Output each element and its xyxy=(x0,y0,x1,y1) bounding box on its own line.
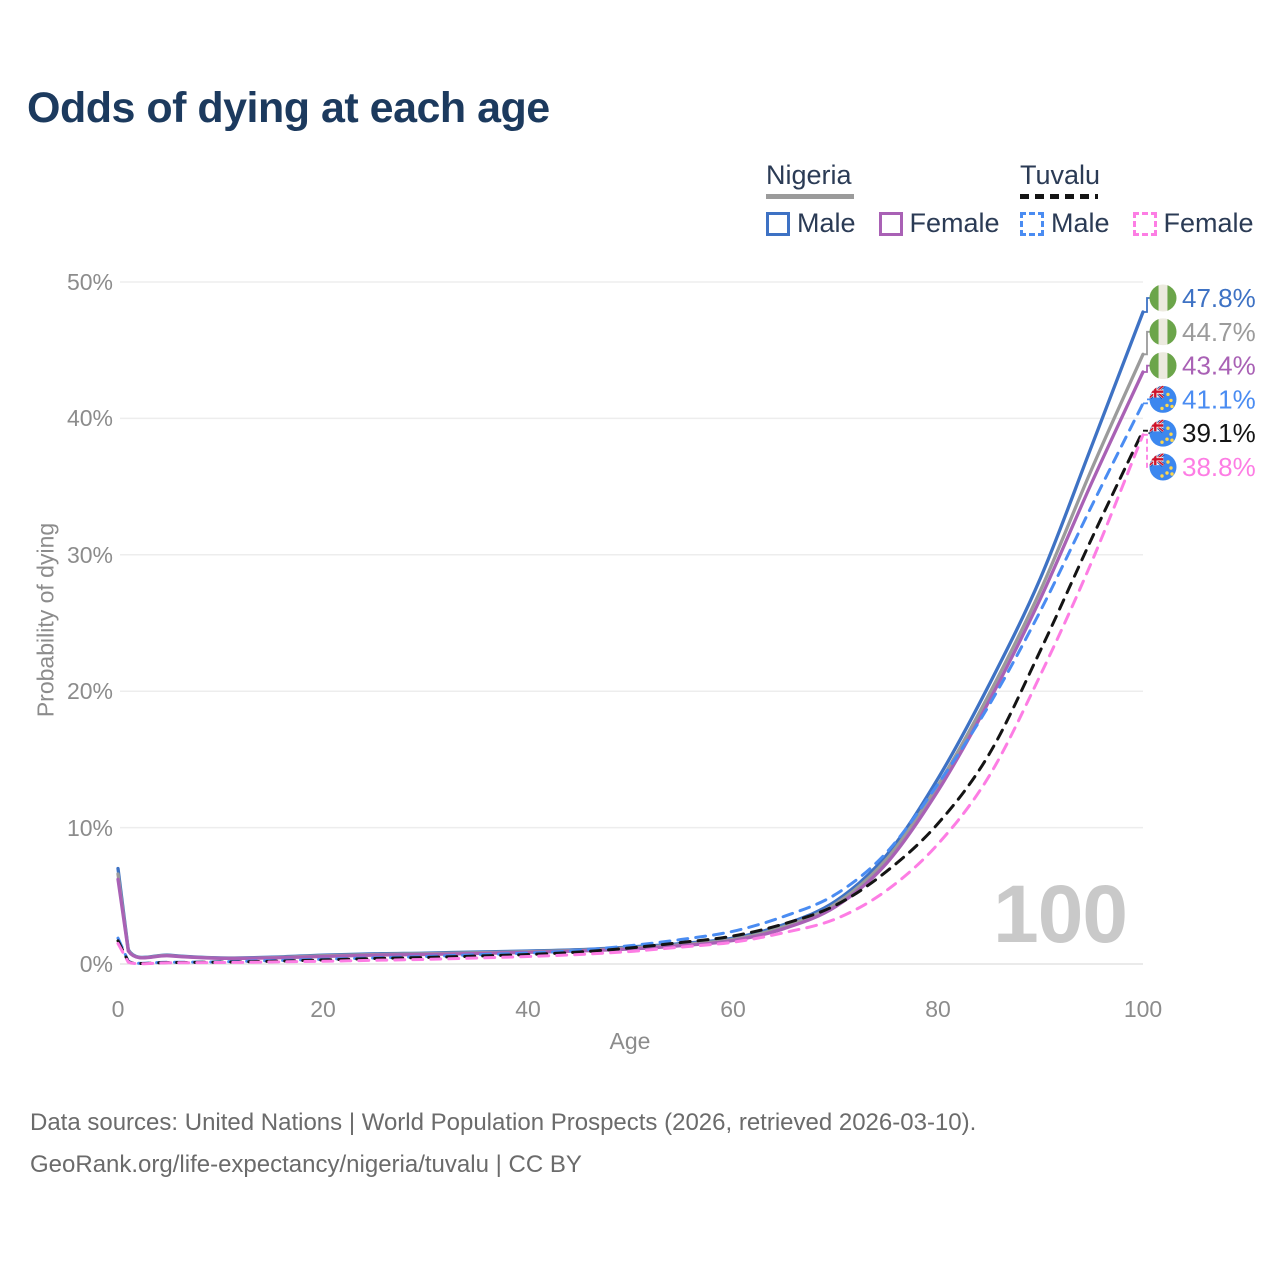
legend-label: Female xyxy=(909,208,1000,238)
legend-item-nigeria-female[interactable]: Female xyxy=(878,208,1000,239)
nigeria-flag-icon xyxy=(1149,284,1177,312)
tuvalu-flag-icon xyxy=(1149,385,1177,413)
end-value-label: 39.1% xyxy=(1182,418,1256,448)
legend-group-nigeria: Nigeria Male Female xyxy=(766,160,1000,239)
end-value-label: 38.8% xyxy=(1182,452,1256,482)
legend-header-tuvalu[interactable]: Tuvalu xyxy=(1020,160,1101,190)
tuvalu-flag-icon xyxy=(1149,453,1177,481)
y-tick-label: 50% xyxy=(66,269,113,295)
x-tick-label: 100 xyxy=(1123,996,1163,1022)
footer-attribution-link: GeoRank.org/life-expectancy/nigeria/tuva… xyxy=(30,1151,582,1178)
y-tick-label: 0% xyxy=(79,951,113,977)
series-line-tuvalu-female[interactable] xyxy=(116,433,1145,966)
series-line-tuvalu-male[interactable] xyxy=(116,401,1145,965)
hover-age-watermark: 100 xyxy=(993,869,1128,960)
legend-label: Male xyxy=(797,208,856,238)
x-tick-label: 40 xyxy=(515,996,541,1022)
footer-data-sources: Data sources: United Nations | World Pop… xyxy=(30,1109,977,1136)
y-tick-label: 20% xyxy=(66,678,113,705)
end-value-label: 44.7% xyxy=(1182,317,1256,347)
nigeria-flag-icon xyxy=(1149,318,1177,346)
end-value-label: 43.4% xyxy=(1182,351,1256,381)
tuvalu-line-swatch xyxy=(1020,194,1098,199)
legend-item-nigeria-male[interactable]: Male xyxy=(766,208,856,239)
series-line-nigeria-female[interactable] xyxy=(116,370,1145,961)
end-value-label: 41.1% xyxy=(1182,384,1256,414)
legend-header-nigeria[interactable]: Nigeria xyxy=(766,160,852,190)
legend-label: Male xyxy=(1051,208,1110,238)
nigeria-female-swatch-icon xyxy=(878,211,903,236)
footer: Data sources: United Nations | World Pop… xyxy=(30,1102,976,1186)
x-axis-title: Age xyxy=(609,1028,651,1054)
x-tick-label: 80 xyxy=(925,996,951,1022)
legend-item-tuvalu-male[interactable]: Male xyxy=(1020,208,1110,239)
y-tick-label: 40% xyxy=(66,405,113,432)
x-tick-label: 20 xyxy=(310,996,336,1022)
tuvalu-male-swatch-icon xyxy=(1020,211,1044,236)
y-tick-label: 10% xyxy=(66,814,113,841)
nigeria-flag-icon xyxy=(1149,352,1177,380)
page-title: Odds of dying at each age xyxy=(27,84,550,132)
y-axis-title: Probability of dying xyxy=(32,522,59,718)
end-value-label: 47.8% xyxy=(1182,283,1256,313)
series-line-nigeria[interactable] xyxy=(116,352,1145,960)
x-tick-label: 0 xyxy=(111,996,125,1022)
series-line-nigeria-male[interactable] xyxy=(116,310,1145,960)
legend-label: Female xyxy=(1163,208,1254,238)
x-tick-label: 60 xyxy=(720,996,746,1022)
y-tick-label: 30% xyxy=(66,541,113,568)
nigeria-male-swatch-icon xyxy=(766,211,790,236)
nigeria-line-swatch xyxy=(766,194,854,199)
tuvalu-flag-icon xyxy=(1149,419,1177,447)
tuvalu-female-swatch-icon xyxy=(1132,211,1157,236)
end-label-leader xyxy=(1143,433,1152,468)
legend-group-tuvalu: Tuvalu Male Female xyxy=(1020,160,1254,239)
legend-item-tuvalu-female[interactable]: Female xyxy=(1132,208,1254,239)
